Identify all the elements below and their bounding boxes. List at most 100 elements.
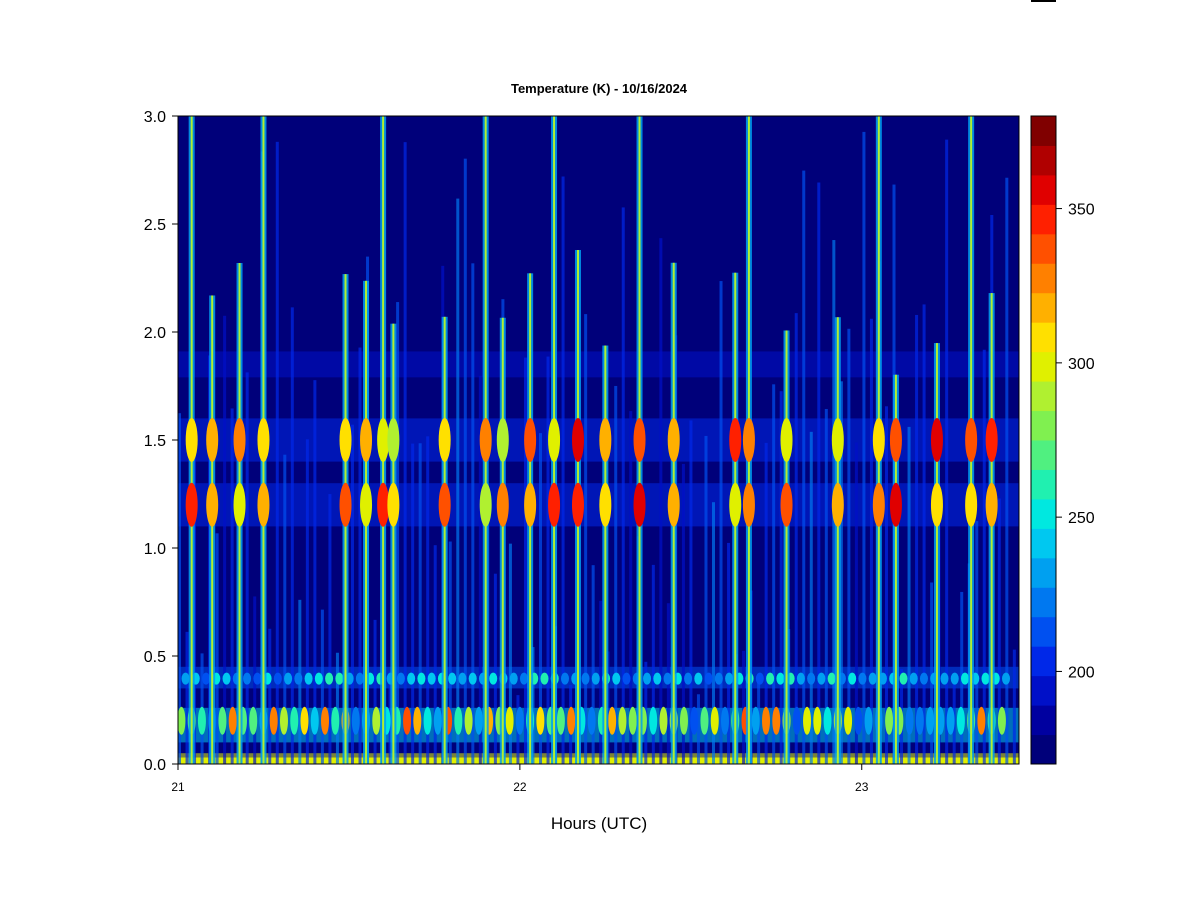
heatmap-streak (411, 443, 415, 764)
heatmap-streak (539, 433, 543, 764)
heatmap-streak (493, 573, 497, 764)
heatmap-blob (560, 672, 569, 685)
heatmap-blob (269, 706, 278, 735)
y-tick-label: 0.5 (144, 649, 166, 666)
colorbar-swatch (1031, 322, 1056, 353)
heatmap-column-core (990, 293, 993, 764)
heatmap-column-core (894, 374, 897, 764)
heatmap-blob (663, 672, 672, 685)
colorbar-swatch (1031, 410, 1056, 441)
heatmap-streak (719, 281, 723, 764)
heatmap-streak (283, 454, 287, 764)
colorbar-swatch (1031, 381, 1056, 412)
heatmap-blob (454, 706, 463, 735)
heatmap-hotspot (377, 418, 390, 462)
heatmap-blob (807, 672, 816, 685)
heatmap-column-core (836, 317, 839, 764)
heatmap-blob (909, 672, 918, 685)
heatmap-hotspot (872, 482, 885, 527)
heatmap-streak (178, 413, 181, 764)
x-tick-label: 22 (513, 780, 527, 794)
heatmap-blob (803, 706, 812, 735)
heatmap-hotspot (633, 418, 646, 462)
heatmap-hotspot (233, 482, 246, 527)
heatmap-streak (245, 372, 249, 764)
corner-mark (1031, 0, 1056, 2)
heatmap-streak (839, 381, 843, 764)
heatmap-streak (471, 263, 475, 764)
heatmap-blob (762, 706, 771, 735)
heatmap-streak (794, 313, 798, 764)
heatmap-streak (185, 631, 189, 764)
heatmap-blob (714, 672, 723, 685)
heatmap-streak (508, 543, 512, 764)
heatmap-streak (320, 609, 324, 764)
heatmap-blob (653, 672, 662, 685)
heatmap-blob (915, 706, 924, 735)
heatmap-blob (427, 672, 436, 685)
heatmap-blob (905, 706, 914, 735)
heatmap-hotspot (930, 418, 943, 462)
heatmap-blob (300, 706, 309, 735)
heatmap-surface-strip (178, 757, 1019, 764)
colorbar-tick-label: 250 (1068, 510, 1095, 527)
heatmap-streak (268, 628, 272, 764)
colorbar-swatch (1031, 587, 1056, 618)
y-tick-label: 2.0 (144, 325, 166, 342)
heatmap-blob (536, 706, 545, 735)
heatmap-streak (659, 238, 663, 764)
heatmap-blob (827, 672, 836, 685)
heatmap-hotspot (257, 418, 270, 462)
heatmap-blob (649, 706, 658, 735)
heatmap-streak (350, 424, 354, 764)
heatmap-blob (249, 706, 258, 735)
heatmap-streak (764, 442, 768, 764)
heatmap-streak (403, 142, 407, 764)
y-tick-label: 1.0 (144, 541, 166, 558)
heatmap-blob (310, 706, 319, 735)
heatmap-blob (725, 672, 734, 685)
heatmap-streak (591, 565, 595, 764)
heatmap-streak (448, 541, 452, 764)
heatmap-streak (463, 158, 467, 764)
heatmap-blob (981, 672, 990, 685)
x-axis: 21 22 23 (171, 764, 869, 794)
heatmap-blob (290, 706, 299, 735)
heatmap-hotspot (524, 418, 537, 462)
heatmap-streak (614, 385, 618, 764)
heatmap-blob (335, 672, 344, 685)
colorbar-swatch (1031, 440, 1056, 470)
heatmap-column-core (935, 343, 938, 764)
heatmap-streak (712, 502, 716, 764)
x-tick-label: 23 (855, 780, 869, 794)
heatmap-blob (694, 672, 703, 685)
heatmap-blob (950, 672, 959, 685)
colorbar-swatch (1031, 145, 1056, 176)
heatmap-blob (331, 706, 340, 735)
heatmap-hotspot (599, 482, 612, 527)
heatmap-blob (751, 706, 760, 735)
heatmap-streak (742, 650, 746, 764)
heatmap-hotspot (360, 418, 373, 462)
heatmap-hotspot (985, 482, 998, 527)
heatmap-blob (407, 672, 416, 685)
heatmap-hotspot (633, 482, 646, 527)
heatmap-hotspot (571, 482, 584, 527)
heatmap-streak (215, 533, 219, 764)
heatmap-hotspot (667, 482, 680, 527)
heatmap-streak (629, 411, 633, 764)
heatmap-streak (689, 420, 693, 764)
heatmap-hotspot (780, 482, 793, 527)
heatmap-blob (618, 706, 627, 735)
heatmap-hotspot (965, 418, 978, 462)
heatmap-hotspot (206, 418, 219, 462)
heatmap-streak (418, 443, 422, 764)
heatmap-blob (556, 706, 565, 735)
heatmap-blob (628, 706, 637, 735)
heatmap-blob (197, 706, 206, 735)
heatmap-blob (228, 706, 237, 735)
heatmap-blob (659, 706, 668, 735)
heatmap-blob (218, 706, 227, 735)
heatmap-blob (433, 706, 442, 735)
